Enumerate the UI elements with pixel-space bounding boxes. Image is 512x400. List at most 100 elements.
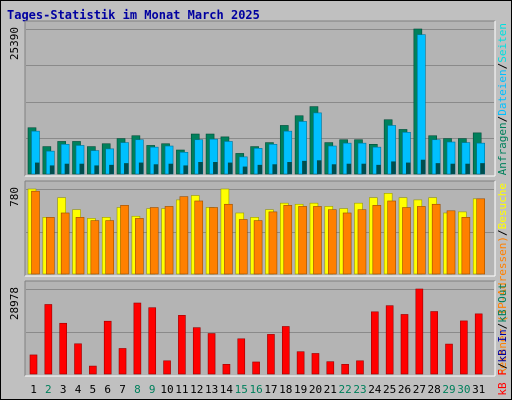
x-tick-label-day-3: 3 bbox=[60, 383, 67, 396]
bar-seiten-day-28 bbox=[435, 163, 441, 174]
legend-entry-1: / bbox=[496, 116, 509, 123]
bar-rechner-day-7 bbox=[120, 205, 129, 275]
bar-dateien-day-27 bbox=[417, 34, 426, 175]
bar-seiten-day-11 bbox=[183, 165, 188, 174]
legend-entry-4: kB Out bbox=[496, 283, 509, 323]
x-tick-label-day-11: 11 bbox=[175, 383, 188, 396]
bar-seiten-day-12 bbox=[198, 162, 203, 174]
x-tick-label-day-5: 5 bbox=[90, 383, 97, 396]
bar-seiten-day-4 bbox=[79, 163, 85, 174]
bar-kbf-day-17 bbox=[267, 334, 275, 375]
bar-rechner-day-13 bbox=[209, 207, 218, 275]
x-tick-label-day-22: 22 bbox=[339, 383, 352, 396]
x-tick-label-day-30: 30 bbox=[457, 383, 470, 396]
bar-seiten-day-29 bbox=[450, 163, 456, 174]
legend: Rechner (IP-Adressen)/Besuche bbox=[496, 183, 509, 375]
bar-seiten-day-19 bbox=[302, 160, 307, 174]
bar-rechner-day-30 bbox=[461, 217, 471, 275]
legend-entry-0: Rechner (IP-Adressen) bbox=[496, 236, 509, 375]
bar-seiten-day-22 bbox=[346, 163, 352, 174]
x-tick-label-day-21: 21 bbox=[324, 383, 337, 396]
bar-rechner-day-12 bbox=[194, 200, 204, 275]
legend-entry-1: / bbox=[496, 363, 509, 370]
x-tick-label-day-18: 18 bbox=[279, 383, 292, 396]
x-tick-label-day-4: 4 bbox=[75, 383, 82, 396]
legend-entry-0: Anfragen bbox=[496, 122, 509, 175]
x-tick-label-day-23: 23 bbox=[353, 383, 366, 396]
bar-kbf-day-2 bbox=[44, 304, 53, 375]
bar-kbf-day-29 bbox=[445, 343, 453, 375]
x-tick-label-day-7: 7 bbox=[119, 383, 126, 396]
legend-entry-2: Dateien bbox=[496, 69, 509, 115]
x-tick-label-day-17: 17 bbox=[264, 383, 277, 396]
x-tick-label-day-25: 25 bbox=[383, 383, 396, 396]
bar-rechner-day-18 bbox=[283, 205, 293, 275]
x-tick-label-day-19: 19 bbox=[294, 383, 307, 396]
legend-entry-3: / bbox=[496, 323, 509, 330]
bar-seiten-day-30 bbox=[465, 163, 470, 174]
bar-seiten-day-7 bbox=[124, 163, 129, 174]
bar-seiten-day-26 bbox=[406, 162, 411, 174]
bar-rechner-day-25 bbox=[387, 200, 396, 275]
x-tick-label-day-15: 15 bbox=[235, 383, 248, 396]
bar-rechner-day-31 bbox=[476, 198, 486, 275]
bar-kbf-day-4 bbox=[74, 343, 82, 375]
x-tick-label-day-9: 9 bbox=[149, 383, 156, 396]
bar-kbf-day-3 bbox=[59, 322, 67, 375]
x-tick-label-day-31: 31 bbox=[472, 383, 485, 396]
legend: Anfragen/Dateien/Seiten bbox=[496, 23, 509, 175]
bar-seiten-day-25 bbox=[391, 161, 396, 174]
bar-kbf-day-9 bbox=[148, 307, 157, 375]
bar-rechner-day-15 bbox=[238, 219, 248, 275]
panel-background bbox=[25, 281, 495, 376]
bar-rechner-day-27 bbox=[417, 206, 426, 275]
bar-rechner-day-11 bbox=[179, 196, 189, 275]
bar-rechner-day-23 bbox=[357, 209, 367, 275]
bar-rechner-day-4 bbox=[75, 217, 85, 275]
bar-rechner-day-29 bbox=[446, 210, 456, 275]
bar-kbf-day-24 bbox=[371, 311, 379, 375]
bar-kbf-day-16 bbox=[252, 361, 260, 375]
bar-kbf-day-22 bbox=[341, 364, 349, 375]
bar-kbf-day-27 bbox=[415, 288, 424, 375]
bar-seiten-day-20 bbox=[316, 160, 322, 174]
bar-kbf-day-11 bbox=[178, 315, 186, 375]
bar-rechner-day-21 bbox=[327, 209, 337, 275]
legend-entry-4: Seiten bbox=[496, 23, 509, 63]
bar-kbf-day-7 bbox=[118, 348, 127, 375]
bar-rechner-day-19 bbox=[298, 206, 307, 275]
x-tick-label-day-6: 6 bbox=[104, 383, 111, 396]
bar-rechner-day-8 bbox=[135, 218, 144, 275]
bar-kbf-day-25 bbox=[385, 305, 394, 375]
bar-kbf-day-18 bbox=[281, 326, 290, 375]
bar-rechner-day-26 bbox=[402, 207, 411, 275]
bar-seiten-day-24 bbox=[376, 164, 381, 174]
bar-rechner-day-14 bbox=[224, 203, 233, 275]
bar-rechner-day-9 bbox=[149, 207, 159, 275]
bar-seiten-day-13 bbox=[213, 162, 218, 174]
x-tick-label-day-12: 12 bbox=[190, 383, 203, 396]
bar-seiten-day-3 bbox=[64, 163, 70, 174]
bar-rechner-day-6 bbox=[105, 220, 114, 275]
bar-seiten-day-21 bbox=[331, 164, 337, 174]
x-tick-label-day-2: 2 bbox=[45, 383, 52, 396]
x-tick-label-day-13: 13 bbox=[205, 383, 218, 396]
legend-entry-1: / bbox=[496, 229, 509, 236]
bar-seiten-day-23 bbox=[361, 163, 366, 174]
bar-rechner-day-1 bbox=[31, 190, 40, 275]
x-tick-label-day-8: 8 bbox=[134, 383, 141, 396]
bar-seiten-day-14 bbox=[227, 162, 233, 174]
bar-kbf-day-6 bbox=[103, 320, 112, 375]
bar-kbf-day-12 bbox=[192, 327, 201, 375]
bar-seiten-day-1 bbox=[35, 162, 40, 174]
x-tick-label-day-26: 26 bbox=[398, 383, 411, 396]
legend-entry-3: / bbox=[496, 63, 509, 70]
bar-seiten-day-5 bbox=[94, 165, 99, 174]
bar-kbf-day-26 bbox=[400, 314, 409, 375]
x-tick-label-day-10: 10 bbox=[160, 383, 173, 396]
